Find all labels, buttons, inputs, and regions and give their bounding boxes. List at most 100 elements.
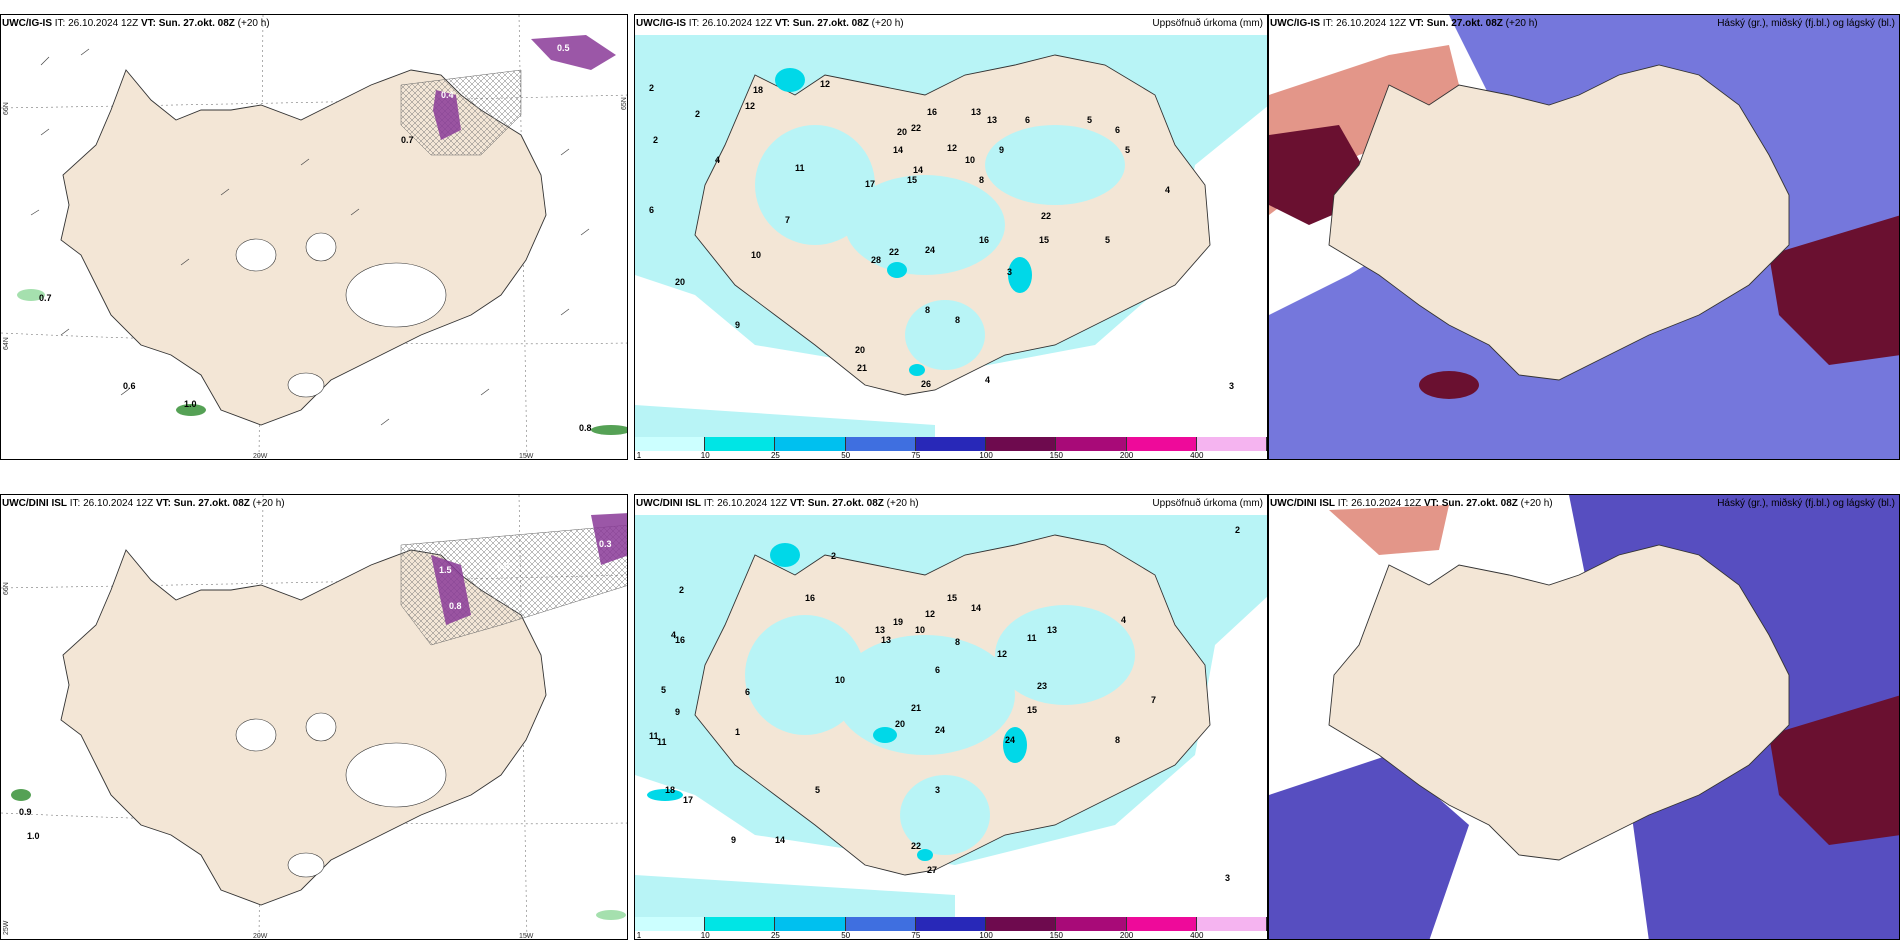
map-canvas (635, 515, 1267, 920)
map-canvas (1, 15, 627, 459)
lat-label: 66N (3, 102, 10, 115)
precip-map-dini: UWC/DINI ISL IT: 26.10.2024 12Z VT: Sun.… (634, 494, 1268, 940)
value-label: 17 (865, 179, 876, 189)
panel-header: UWC/IG-IS IT: 26.10.2024 12Z VT: Sun. 27… (636, 18, 904, 29)
value-label: 4 (1121, 615, 1127, 625)
lon-label: 15W (519, 933, 534, 940)
legend-tick-label: 1 (636, 931, 642, 940)
value-label: 1.0 (184, 399, 197, 409)
value-label: 17 (683, 795, 694, 805)
value-label: 9 (731, 835, 737, 845)
value-label: 4 (671, 630, 677, 640)
legend-swatch (1196, 917, 1267, 931)
value-label: 5 (815, 785, 821, 795)
value-label: 8 (955, 315, 961, 325)
value-label: 2 (649, 83, 655, 93)
value-label: 8 (925, 305, 931, 315)
value-label: 14 (775, 835, 786, 845)
legend-swatch (635, 437, 706, 451)
value-label: 2 (1235, 525, 1241, 535)
value-label: 6 (1025, 115, 1031, 125)
value-label: 16 (979, 235, 990, 245)
legend-tick-label: 400 (1190, 931, 1204, 940)
value-label: 2 (679, 585, 685, 595)
value-label: 26 (921, 379, 932, 389)
legend-tick-label: 50 (841, 931, 851, 940)
panel-title-right: Háský (gr.), miðský (fj.bl.) og lágský (… (1717, 498, 1895, 509)
value-label: 0.8 (449, 601, 462, 611)
map-canvas (635, 35, 1267, 440)
legend-tick-label: 400 (1190, 451, 1204, 460)
value-label: 5 (1125, 145, 1131, 155)
legend-swatch (986, 917, 1057, 931)
value-label: 1.5 (439, 565, 452, 575)
value-label: 5 (1105, 235, 1111, 245)
value-label: 14 (893, 145, 904, 155)
legend-tick-label: 10 (700, 931, 710, 940)
value-label: 7 (1151, 695, 1157, 705)
value-label: 22 (911, 841, 922, 851)
legend-swatch (705, 437, 776, 451)
value-label: 10 (835, 675, 846, 685)
value-label: 2 (653, 135, 659, 145)
legend-swatch (845, 437, 916, 451)
value-label: 18 (753, 85, 764, 95)
value-label: 1.0 (27, 831, 40, 841)
value-label: 10 (965, 155, 976, 165)
value-label: 14 (971, 603, 982, 613)
value-label: 13 (1047, 625, 1058, 635)
value-label: 15 (1027, 705, 1038, 715)
legend-tick-label: 200 (1119, 451, 1134, 460)
legend-swatch (986, 437, 1057, 451)
lon-label: 20W (253, 933, 268, 940)
value-label: 21 (857, 363, 868, 373)
value-label: 0.8 (579, 423, 592, 433)
iceland-land (60, 69, 547, 426)
value-label: 14 (913, 165, 924, 175)
value-label: 27 (927, 865, 938, 875)
value-label: 9 (675, 707, 681, 717)
legend-tick-label: 50 (841, 451, 851, 460)
iceland-land (1328, 64, 1790, 381)
value-label: 3 (1229, 381, 1235, 391)
panel-title-right: Uppsöfnuð úrkoma (mm) (1152, 498, 1263, 509)
precip-legend: 1 10 25 50 75 100 150 200 400 (635, 437, 1267, 459)
value-label: 8 (979, 175, 985, 185)
value-label: 16 (805, 593, 816, 603)
value-label: 24 (1005, 735, 1016, 745)
value-label: 2 (695, 109, 701, 119)
map-canvas (1269, 15, 1899, 459)
value-label: 3 (1007, 267, 1013, 277)
value-label: 0.6 (123, 381, 136, 391)
legend-tick-label: 75 (911, 451, 921, 460)
panel-header: UWC/IG-IS IT: 26.10.2024 12Z VT: Sun. 27… (1270, 18, 1538, 29)
value-label: 15 (1039, 235, 1050, 245)
panel-header: UWC/DINI ISL IT: 26.10.2024 12Z VT: Sun.… (1270, 498, 1553, 509)
value-label: 20 (895, 719, 906, 729)
value-label: 23 (1037, 681, 1048, 691)
lat-label: 65N (621, 97, 628, 110)
iceland-land (1328, 544, 1790, 861)
legend-tick-label: 1 (636, 451, 642, 460)
value-label: 2 (831, 551, 837, 561)
panel-title-right: Háský (gr.), miðský (fj.bl.) og lágský (… (1717, 18, 1895, 29)
value-label: 6 (935, 665, 941, 675)
value-label: 4 (985, 375, 991, 385)
legend-swatch (705, 917, 776, 931)
legend-tick-label: 100 (979, 451, 993, 460)
value-label: 15 (947, 593, 958, 603)
legend-swatch (1056, 437, 1127, 451)
value-label: 15 (907, 175, 918, 185)
value-label: 13 (971, 107, 982, 117)
value-label: 4 (715, 155, 721, 165)
value-label: 12 (947, 143, 958, 153)
value-label: 6 (745, 687, 751, 697)
lat-label: 66N (3, 582, 10, 595)
value-label: 0.5 (557, 43, 570, 53)
value-label: 20 (855, 345, 866, 355)
legend-swatch (775, 917, 846, 931)
cloud-map-dini: UWC/DINI ISL IT: 26.10.2024 12Z VT: Sun.… (1268, 494, 1900, 940)
map-canvas (1269, 495, 1899, 939)
iceland-land (60, 549, 547, 906)
cloud-map-igis: UWC/IG-IS IT: 26.10.2024 12Z VT: Sun. 27… (1268, 14, 1900, 460)
